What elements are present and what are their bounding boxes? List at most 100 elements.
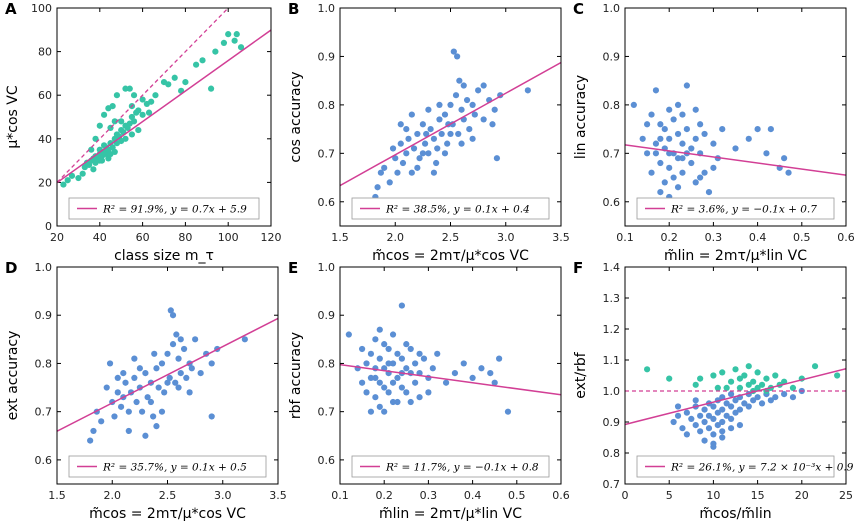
data-point: [454, 53, 461, 60]
data-point: [430, 169, 438, 176]
legend-box: [636, 455, 835, 478]
data-point: [644, 150, 651, 157]
x-tick-label: 0.4: [464, 489, 482, 502]
data-point: [381, 341, 388, 348]
data-point: [188, 365, 195, 372]
data-point: [701, 406, 708, 413]
data-point: [719, 394, 726, 401]
data-point: [208, 413, 215, 420]
y-tick-label: 1.0: [603, 2, 621, 15]
data-point: [710, 140, 717, 147]
data-point: [741, 372, 748, 379]
data-point: [441, 150, 449, 157]
data-point: [172, 379, 179, 386]
data-point: [193, 61, 200, 68]
fit-line: [340, 363, 561, 396]
x-tick-label: 60: [136, 231, 150, 244]
data-point: [220, 39, 228, 46]
data-point: [732, 366, 739, 373]
data-point: [208, 360, 215, 367]
data-point: [164, 379, 171, 386]
data-point: [723, 400, 730, 407]
x-tick-label: 0: [622, 489, 629, 502]
fit-line: [625, 144, 846, 176]
data-point: [152, 92, 159, 99]
data-point: [372, 394, 379, 401]
data-point: [151, 350, 158, 357]
data-point: [117, 403, 125, 410]
data-point: [122, 379, 129, 386]
data-point: [394, 169, 401, 176]
data-point: [398, 302, 405, 309]
data-point: [180, 345, 188, 353]
data-point: [688, 415, 695, 422]
y-tick-label: 0.8: [603, 99, 621, 112]
data-point: [90, 166, 97, 173]
data-point: [469, 135, 476, 142]
data-point: [670, 174, 677, 181]
x-tick-label: 10: [706, 489, 720, 502]
data-point: [670, 116, 677, 123]
axes-frame: [624, 7, 847, 227]
data-point: [736, 375, 744, 382]
y-tick-label: 60: [38, 89, 52, 102]
x-tick-label: 2.0: [387, 231, 405, 244]
fit-line: [57, 317, 278, 432]
x-tick-label: 0.3: [420, 489, 438, 502]
data-point: [136, 365, 143, 372]
data-point: [714, 384, 721, 391]
data-point: [398, 355, 405, 362]
data-point: [150, 413, 157, 420]
data-point: [727, 403, 735, 410]
data-point: [471, 111, 478, 118]
data-point: [692, 381, 699, 388]
y-tick-label: 0.7: [35, 406, 53, 419]
data-point: [652, 140, 660, 147]
data-point: [719, 418, 726, 426]
data-point: [183, 374, 190, 382]
data-point: [666, 135, 673, 142]
data-point: [727, 391, 735, 398]
y-axis-label: μ*cos VC: [5, 85, 21, 148]
data-point: [723, 412, 730, 419]
y-axis-label: lin accuracy: [573, 75, 589, 159]
x-tick-label: 0.6: [837, 231, 855, 244]
data-point: [147, 398, 155, 406]
data-point: [394, 398, 401, 406]
data-point: [679, 140, 686, 147]
data-point: [692, 106, 699, 113]
y-tick-label: 1.0: [603, 385, 621, 398]
data-point: [666, 164, 673, 171]
data-point: [456, 77, 463, 84]
data-point: [491, 379, 498, 386]
data-point: [407, 345, 414, 353]
data-point: [75, 174, 82, 182]
data-point: [367, 408, 375, 415]
data-point: [452, 92, 460, 99]
y-axis-label: ext/rbf: [573, 351, 589, 399]
y-tick-label: 1.0: [318, 2, 336, 15]
data-point: [233, 31, 240, 38]
data-point: [688, 159, 695, 167]
x-tick-label: 3.0: [497, 231, 515, 244]
data-point: [679, 155, 686, 162]
x-axis-label: m̃lin = 2mτ/μ*lin VC: [664, 248, 807, 264]
x-tick-label: 0.5: [793, 231, 811, 244]
data-point: [92, 135, 99, 142]
data-point: [714, 422, 721, 429]
data-point: [405, 135, 412, 142]
data-point: [425, 389, 432, 396]
data-point: [177, 336, 184, 343]
data-point: [385, 360, 392, 367]
data-point: [674, 403, 682, 410]
data-point: [138, 408, 146, 415]
data-point: [727, 378, 735, 385]
data-point: [697, 428, 704, 435]
legend-box: [636, 197, 835, 220]
data-point: [697, 174, 704, 181]
y-tick-label: 1.3: [603, 292, 621, 305]
data-point: [683, 82, 690, 89]
data-point: [732, 397, 739, 404]
data-point: [785, 169, 792, 176]
x-tick-label: 3.0: [214, 489, 232, 502]
